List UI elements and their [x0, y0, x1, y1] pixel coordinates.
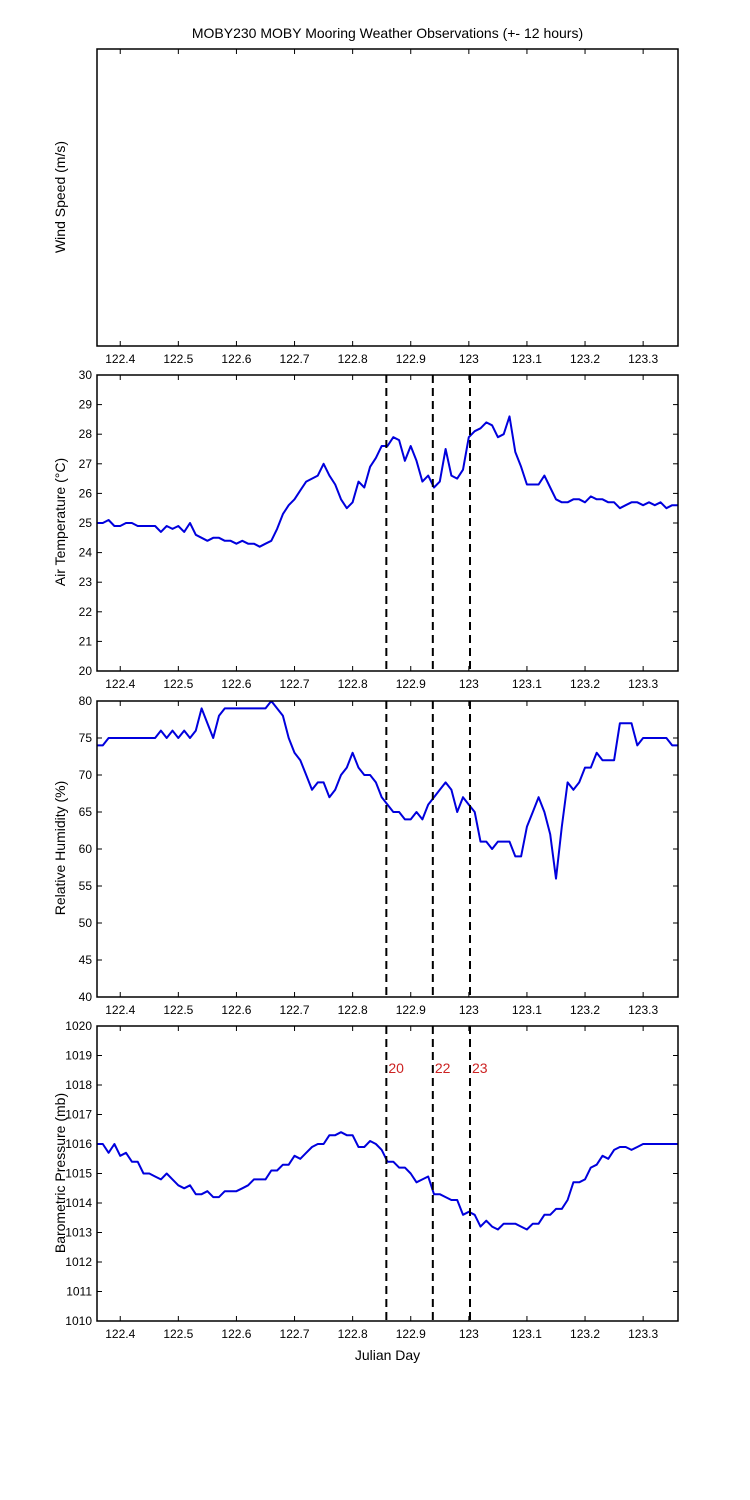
humidity-xtick-label: 123.1	[512, 1003, 542, 1017]
pressure-ytick-label: 1018	[65, 1078, 92, 1092]
temperature-ytick-label: 28	[79, 427, 93, 441]
pressure-xtick-label: 122.4	[105, 1327, 135, 1341]
humidity-xtick-label: 122.5	[163, 1003, 193, 1017]
pressure-xtick-label: 123.3	[628, 1327, 658, 1341]
pressure-ytick-label: 1013	[65, 1226, 92, 1240]
humidity-xtick-label: 122.8	[338, 1003, 368, 1017]
temperature-xtick-label: 122.4	[105, 677, 135, 691]
pressure-ytick-label: 1014	[65, 1196, 92, 1210]
wind-xtick-label: 122.8	[338, 352, 368, 366]
humidity-xtick-label: 123	[459, 1003, 479, 1017]
temperature-xtick-label: 123.1	[512, 677, 542, 691]
pressure-panel: 122.4 122.5 122.6 122.7 122.8 122.9 123 123.1 12…	[65, 1019, 679, 1341]
pressure-xtick-label: 122.7	[280, 1327, 310, 1341]
humidity-xtick-label: 122.6	[221, 1003, 251, 1017]
wind-panel: 122.4 122.5 122.6 122.7 122.8 122.9 123 123.1 12…	[96, 48, 679, 366]
pressure-series-line	[97, 1131, 678, 1231]
humidity-ytick-label: 70	[79, 768, 93, 782]
pressure-ytick-label: 1012	[65, 1255, 92, 1269]
x-axis-label: Julian Day	[354, 1347, 421, 1363]
humidity-ytick-label: 45	[79, 953, 93, 967]
humidity-ytick-label: 40	[79, 990, 93, 1004]
temperature-xtick-label: 122.7	[280, 677, 310, 691]
pressure-ytick-label: 1020	[65, 1019, 92, 1033]
humidity-xtick-label: 123.2	[570, 1003, 600, 1017]
humidity-ytick-label: 60	[79, 842, 93, 856]
pressure-xtick-label: 122.8	[338, 1327, 368, 1341]
pressure-xtick-label: 122.5	[163, 1327, 193, 1341]
wind-xtick-label: 122.9	[396, 352, 426, 366]
humidity-ytick-label: 50	[79, 916, 93, 930]
temperature-ytick-label: 30	[79, 368, 93, 382]
temperature-xtick-label: 122.9	[396, 677, 426, 691]
pressure-ylabel: Barometric Pressure (mb)	[52, 1092, 68, 1253]
temperature-xtick-label: 122.8	[338, 677, 368, 691]
temperature-panel: 122.4 122.5 122.6 122.7 122.8 122.9 123 123.1 12…	[79, 368, 679, 691]
temperature-xtick-label: 123	[459, 677, 479, 691]
humidity-axes-frame	[96, 700, 679, 998]
wind-xtick-label: 122.6	[221, 352, 251, 366]
temperature-ytick-label: 27	[79, 457, 93, 471]
humidity-xtick-label: 122.9	[396, 1003, 426, 1017]
humidity-ytick-label: 80	[79, 694, 93, 708]
wind-xtick-label: 123.2	[570, 352, 600, 366]
humidity-ylabel: Relative Humidity (%)	[52, 780, 68, 916]
pressure-xtick-label: 122.9	[396, 1327, 426, 1341]
pressure-axes-frame	[96, 1025, 679, 1322]
pressure-ytick-label: 1017	[65, 1108, 92, 1122]
pressure-marker-label: 20	[388, 1060, 404, 1076]
pressure-ytick-label: 1016	[65, 1137, 92, 1151]
humidity-ytick-label: 55	[79, 879, 93, 893]
temperature-ytick-label: 29	[79, 398, 93, 412]
humidity-xtick-label: 122.4	[105, 1003, 135, 1017]
pressure-ytick-label: 1019	[65, 1049, 92, 1063]
wind-xtick-label: 123.1	[512, 352, 542, 366]
temperature-ytick-label: 20	[79, 664, 93, 678]
temperature-xtick-label: 123.2	[570, 677, 600, 691]
pressure-ytick-label: 1015	[65, 1167, 92, 1181]
pressure-xtick-label: 123.2	[570, 1327, 600, 1341]
temperature-ytick-label: 24	[79, 546, 93, 560]
wind-xtick-label: 122.7	[280, 352, 310, 366]
humidity-xtick-label: 122.7	[280, 1003, 310, 1017]
humidity-xtick-label: 123.3	[628, 1003, 658, 1017]
pressure-xtick-label: 122.6	[221, 1327, 251, 1341]
wind-xtick-label: 123	[459, 352, 479, 366]
temperature-axes-frame	[96, 374, 679, 672]
temperature-ytick-label: 23	[79, 575, 93, 589]
pressure-xtick-label: 123.1	[512, 1327, 542, 1341]
pressure-ytick-label: 1010	[65, 1314, 92, 1328]
temperature-ylabel: Air Temperature (°C)	[52, 457, 68, 587]
temperature-ytick-label: 21	[79, 634, 93, 648]
temperature-xtick-label: 122.6	[221, 677, 251, 691]
temperature-xtick-label: 123.3	[628, 677, 658, 691]
pressure-marker-label: 23	[472, 1060, 488, 1076]
wind-axes-frame	[96, 48, 679, 347]
pressure-ytick-label: 1011	[66, 1285, 92, 1299]
pressure-marker-label: 22	[435, 1060, 451, 1076]
temperature-xtick-label: 122.5	[163, 677, 193, 691]
temperature-series-line	[97, 415, 678, 548]
temperature-ytick-label: 26	[79, 486, 93, 500]
wind-xtick-label: 122.4	[105, 352, 135, 366]
humidity-ytick-label: 65	[79, 805, 93, 819]
humidity-series-line	[97, 701, 678, 880]
temperature-ytick-label: 25	[79, 516, 93, 530]
wind-xtick-label: 122.5	[163, 352, 193, 366]
wind-ylabel: Wind Speed (m/s)	[52, 140, 68, 253]
pressure-xtick-label: 123	[459, 1327, 479, 1341]
humidity-ytick-label: 75	[79, 731, 93, 745]
humidity-panel: 122.4 122.5 122.6 122.7 122.8 122.9 123 123.1 12…	[79, 694, 679, 1017]
wind-xtick-label: 123.3	[628, 352, 658, 366]
temperature-ytick-label: 22	[79, 605, 93, 619]
figure-title: MOBY230 MOBY Mooring Weather Observation…	[191, 25, 584, 41]
